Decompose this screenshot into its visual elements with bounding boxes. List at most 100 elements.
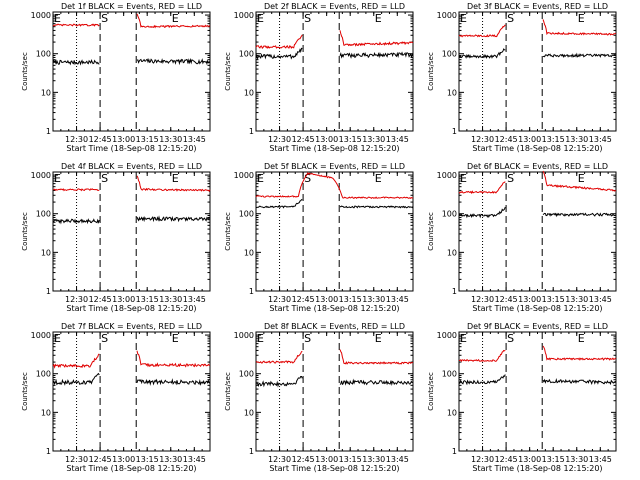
event-marker-label: S [304,12,311,25]
y-tick-label: 1000 [234,11,254,20]
y-axis-label: Counts/sec [427,212,435,251]
x-tick-label: 13:00 [315,455,338,464]
event-marker-label: E [54,332,61,345]
series-lld-line [339,30,414,47]
event-marker-label: E [578,332,585,345]
x-tick-label: 13:30 [565,455,588,464]
x-tick-label: 13:15 [339,295,362,304]
x-tick-label: 12:30 [471,135,494,144]
series-events-line [339,51,414,59]
series-events-line [458,206,506,219]
series-events-line [458,374,506,386]
x-tick-label: 12:30 [65,295,88,304]
y-tick-label: 1 [452,127,457,136]
series-events-line [52,372,100,386]
series-lld-line [52,353,100,369]
x-tick-label: 13:30 [362,455,385,464]
panel-title: Det 9f BLACK = Events, RED = LLD [467,322,608,331]
series-events-line [542,378,617,386]
y-tick-label: 100 [442,210,457,219]
series-events-line [136,378,211,386]
y-axis-label: Counts/sec [427,372,435,411]
series-lld-line [542,19,617,36]
x-tick-label: 13:15 [339,135,362,144]
x-tick-label: 13:30 [565,295,588,304]
y-axis-label: Counts/sec [224,372,232,411]
plot-frame [255,331,414,452]
x-tick-label: 13:30 [159,295,182,304]
x-tick-label: 13:30 [159,455,182,464]
y-tick-label: 100 [239,50,254,59]
y-tick-label: 100 [36,370,51,379]
event-marker-label: E [375,332,382,345]
series-lld-line [52,23,100,27]
y-tick-label: 100 [442,370,457,379]
event-marker-label: E [257,332,264,345]
series-lld-line [136,350,211,368]
panel-title: Det 3f BLACK = Events, RED = LLD [467,2,608,11]
event-marker-label: E [172,332,179,345]
panel-det-9: Det 9f BLACK = Events, RED = LLD 1 10 100 10… [427,322,617,473]
panel-title: Det 1f BLACK = Events, RED = LLD [61,2,202,11]
x-tick-label: 13:15 [542,135,565,144]
panel-det-5: Det 5f BLACK = Events, RED = LLD 1 10 100 10… [224,162,414,313]
x-tick-label: 13:45 [589,135,612,144]
plot-frame [458,11,617,132]
panel-det-6: Det 6f BLACK = Events, RED = LLD 1 10 100 10… [427,162,617,313]
event-marker-label: S [507,12,514,25]
series-lld-line [458,24,506,38]
panel-title: Det 6f BLACK = Events, RED = LLD [467,162,608,171]
y-axis-label: Counts/sec [427,52,435,91]
series-events-line [339,378,414,387]
x-tick-label: 13:00 [315,295,338,304]
x-tick-label: 13:45 [183,135,206,144]
y-tick-label: 1000 [437,11,457,20]
event-marker-label: E [54,172,61,185]
y-axis-label: Counts/sec [21,372,29,411]
y-tick-label: 10 [447,248,457,257]
x-tick-label: 13:45 [386,295,409,304]
x-tick-label: 12:30 [268,135,291,144]
y-tick-label: 1000 [234,331,254,340]
x-tick-label: 13:15 [136,295,159,304]
y-tick-label: 100 [239,210,254,219]
event-marker-label: S [304,172,311,185]
y-tick-label: 1000 [31,11,51,20]
event-marker-label: S [507,172,514,185]
series-events-line [458,48,506,59]
x-tick-label: 12:30 [65,135,88,144]
y-tick-label: 1000 [437,171,457,180]
x-axis-label: Start Time (18-Sep-08 12:15:20) [472,304,602,313]
x-axis-label: Start Time (18-Sep-08 12:15:20) [472,144,602,153]
x-axis-label: Start Time (18-Sep-08 12:15:20) [66,304,196,313]
event-marker-label: E [460,12,467,25]
event-marker-label: S [507,332,514,345]
y-axis-label: Counts/sec [21,52,29,91]
x-axis-label: Start Time (18-Sep-08 12:15:20) [472,464,602,473]
x-tick-label: 12:45 [89,295,112,304]
series-events-line [542,212,617,218]
y-tick-label: 1 [46,127,51,136]
y-tick-label: 1 [249,127,254,136]
y-tick-label: 10 [41,408,51,417]
series-events-line [52,218,100,225]
series-events-line [542,52,617,58]
x-tick-label: 12:45 [495,295,518,304]
x-tick-label: 12:45 [292,295,315,304]
x-tick-label: 13:15 [339,455,362,464]
plot-frame [52,331,211,452]
series-lld-line [458,349,506,363]
x-axis-label: Start Time (18-Sep-08 12:15:20) [269,144,399,153]
x-tick-label: 13:00 [315,135,338,144]
panel-title: Det 7f BLACK = Events, RED = LLD [61,322,202,331]
x-tick-label: 13:15 [136,135,159,144]
panel-det-1: Det 1f BLACK = Events, RED = LLD 1 10 100 10… [21,2,211,153]
plot-frame [458,171,617,292]
series-lld-line [339,349,413,365]
y-tick-label: 10 [41,88,51,97]
panel-title: Det 8f BLACK = Events, RED = LLD [264,322,405,331]
y-tick-label: 1000 [437,331,457,340]
series-events-line [339,205,414,209]
x-tick-label: 13:15 [542,295,565,304]
y-tick-label: 100 [36,50,51,59]
